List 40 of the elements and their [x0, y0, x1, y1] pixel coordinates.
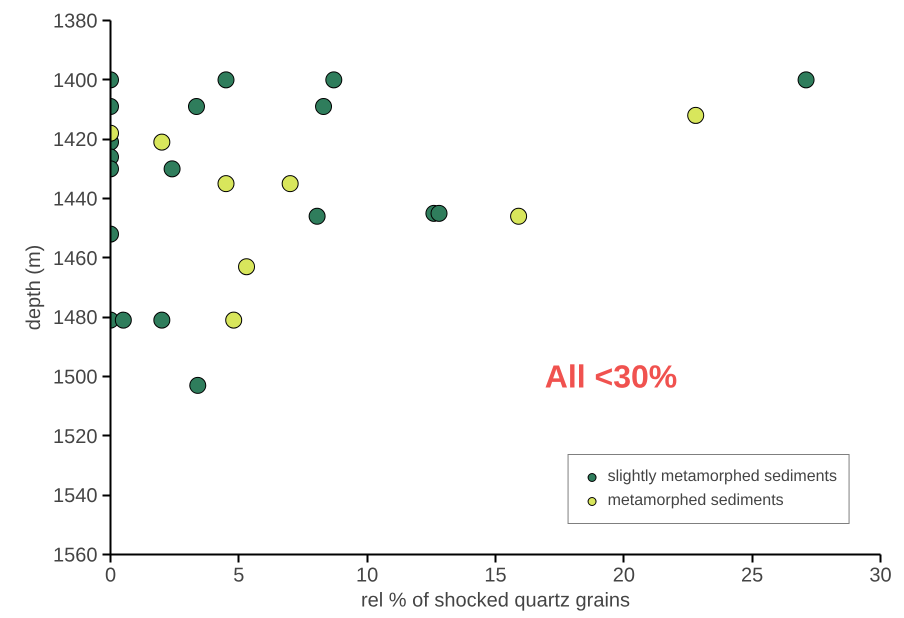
point — [153, 134, 170, 151]
x-tick-label: 10 — [356, 564, 378, 586]
legend-label: slightly metamorphed sediments — [608, 468, 837, 486]
legend-label: metamorphed sediments — [608, 492, 784, 510]
x-tick-label: 30 — [869, 564, 892, 586]
y-tick-label: 1560 — [53, 544, 98, 566]
point — [510, 208, 528, 225]
point — [153, 312, 170, 329]
point — [798, 71, 815, 88]
point — [114, 312, 132, 329]
y-tick-label: 1480 — [53, 307, 98, 330]
x-tick-label: 20 — [612, 564, 635, 586]
y-tick-label: 1520 — [53, 426, 98, 448]
point — [325, 71, 342, 88]
x-tick-label: 15 — [484, 564, 507, 586]
point — [189, 376, 206, 394]
y-tick-label: 1460 — [53, 248, 98, 270]
y-tick-label: 1440 — [53, 188, 98, 210]
x-tick-label: 5 — [233, 564, 244, 586]
point — [225, 312, 242, 329]
point — [282, 175, 299, 192]
point — [164, 160, 181, 178]
y-tick-label: 1540 — [53, 485, 98, 508]
y-tick-label: 1400 — [53, 70, 98, 92]
point — [430, 204, 448, 222]
y-tick-label: 1380 — [53, 10, 98, 32]
point — [188, 98, 205, 116]
annotation: All <30% — [544, 358, 678, 394]
point — [315, 98, 332, 116]
x-tick-label: 25 — [741, 564, 764, 586]
point — [238, 258, 256, 276]
y-tick-label: 1500 — [53, 366, 98, 388]
point — [687, 106, 704, 124]
y-axis-title: depth (m) — [23, 244, 46, 330]
x-tick-label: 0 — [104, 564, 116, 586]
point — [218, 71, 234, 88]
point — [218, 175, 234, 192]
y-tick-label: 1420 — [53, 129, 98, 152]
point — [308, 208, 326, 225]
x-axis-title: rel % of shocked quartz grains — [360, 590, 630, 612]
